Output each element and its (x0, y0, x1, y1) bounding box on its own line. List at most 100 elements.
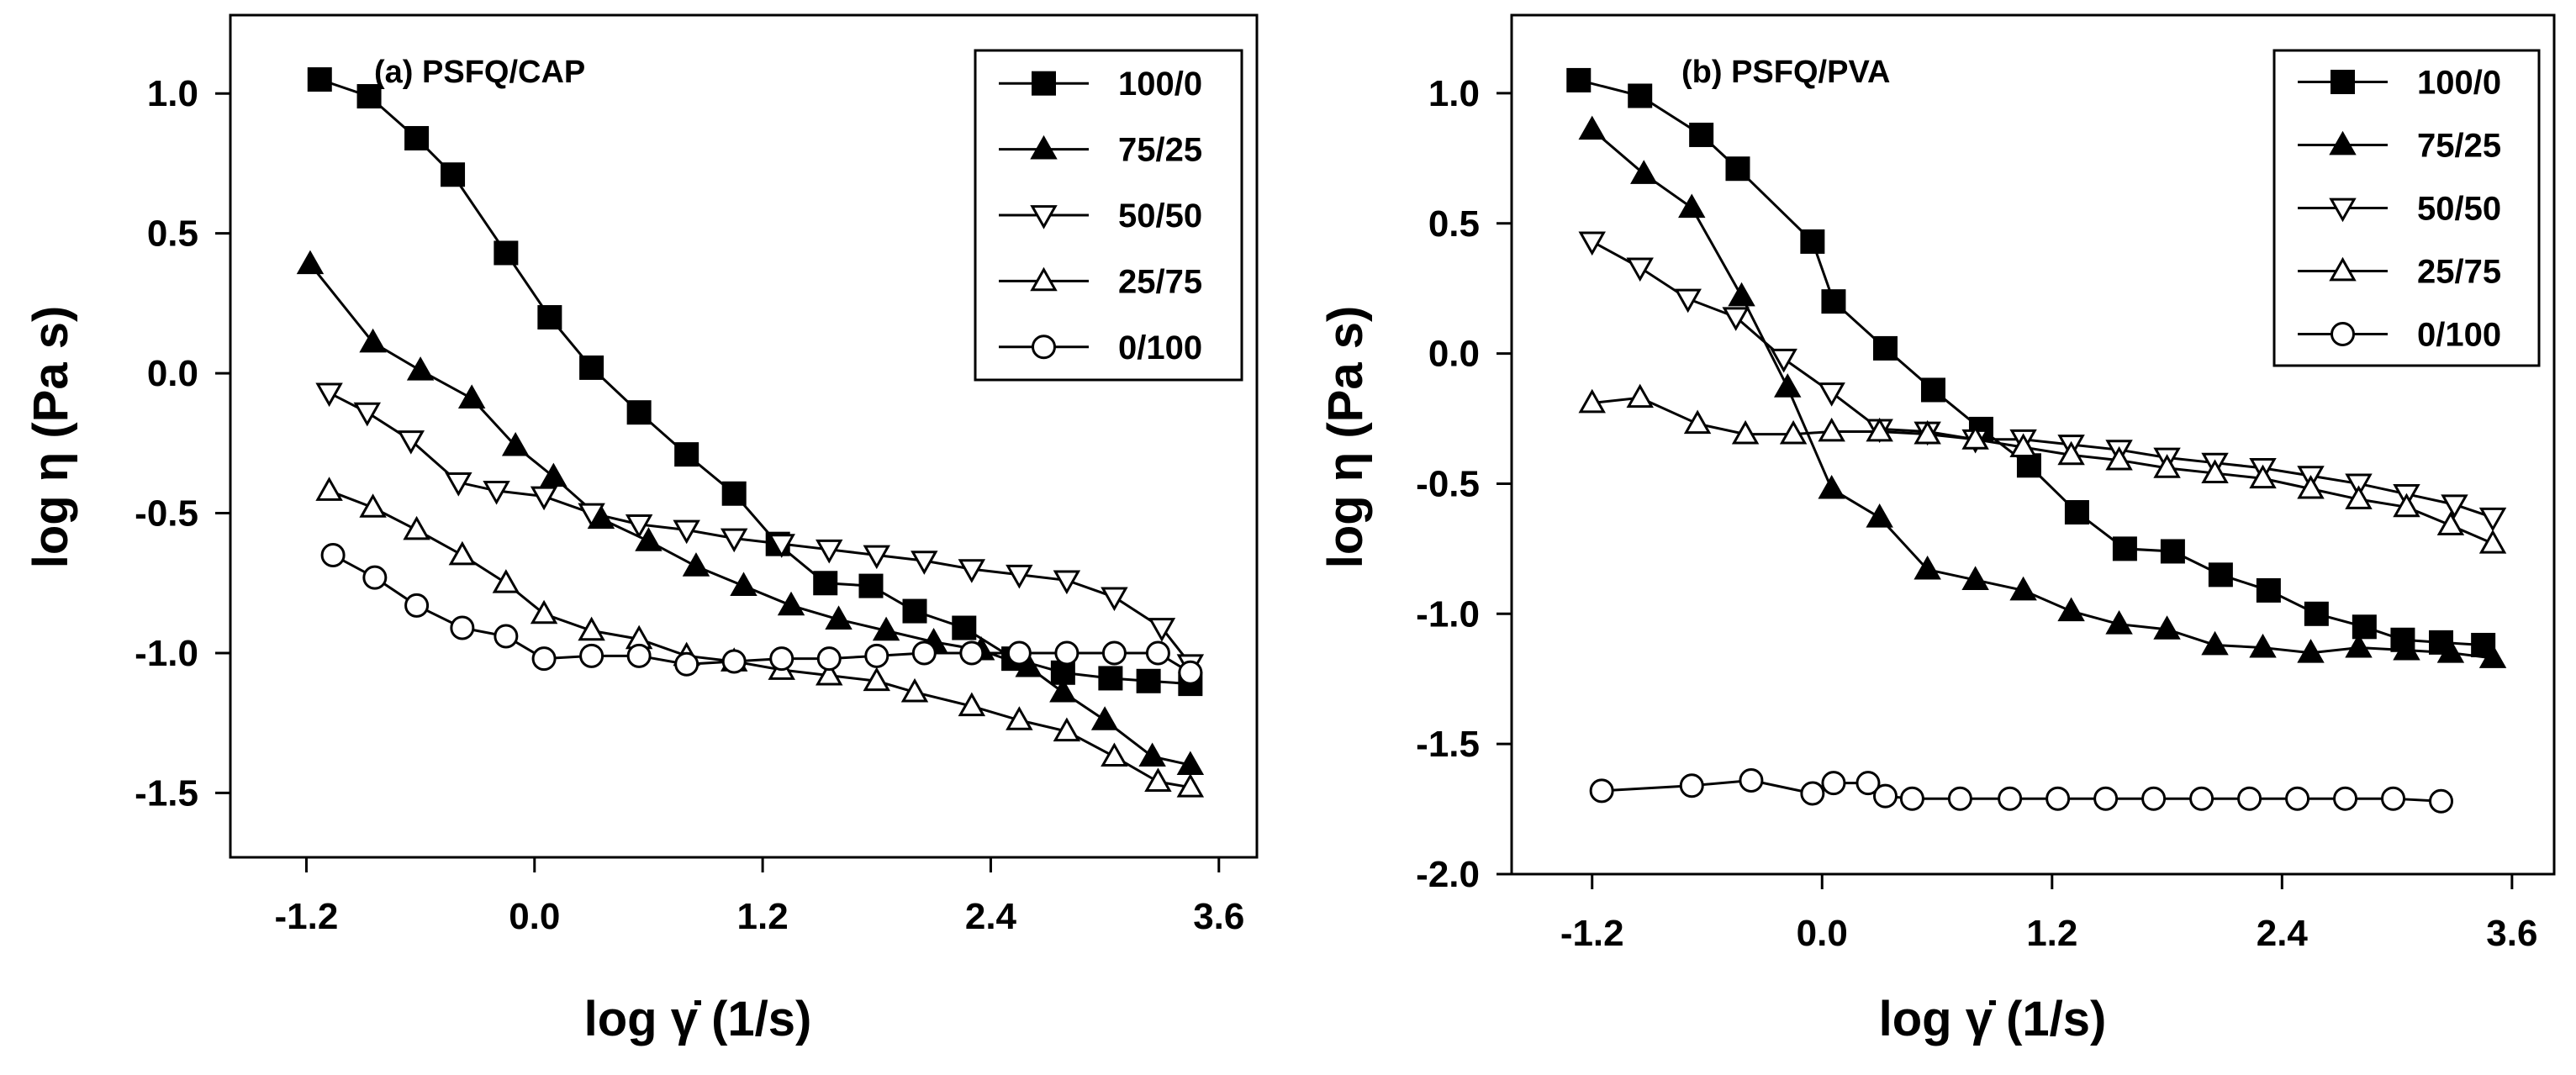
series-line-b-3 (1592, 396, 2494, 545)
data-point-a-2-4 (483, 481, 510, 505)
data-point-b-1-18 (2436, 639, 2465, 663)
data-point-a-1-10 (777, 591, 805, 616)
data-point-b-1-8 (1961, 566, 1989, 590)
data-point-a-4-11 (816, 646, 842, 672)
data-point-a-3-12 (863, 667, 891, 692)
data-point-a-2-10 (768, 534, 795, 558)
x-tick-label-a-1: 0.0 (509, 896, 560, 937)
data-point-a-3-16 (1053, 717, 1081, 742)
plot-frame-a (229, 13, 1259, 859)
data-point-b-3-17 (2393, 493, 2420, 518)
series-b-1 (1578, 115, 2507, 668)
data-point-a-1-17 (1090, 706, 1119, 730)
data-point-a-1-0 (296, 250, 325, 275)
data-point-b-4-2 (1739, 768, 1764, 793)
data-point-b-3-13 (2201, 459, 2229, 483)
x-tick-label-b-2: 1.2 (2026, 913, 2077, 954)
data-point-a-4-6 (579, 643, 604, 668)
data-point-b-2-2 (1674, 288, 1702, 314)
legend-label-a-0: 100/0 (1118, 66, 1202, 103)
legend-label-b-4: 0/100 (2417, 317, 2501, 354)
x-axis-label-b: log γ̇ (1/s) (1879, 992, 2107, 1046)
x-tick-label-b-4: 3.6 (2486, 913, 2537, 954)
data-point-a-1-4 (501, 431, 530, 456)
data-point-a-4-16 (1054, 640, 1079, 666)
data-point-b-4-11 (2093, 786, 2119, 811)
data-point-a-1-7 (635, 527, 662, 551)
y-tick-label-a-5: -1.5 (135, 772, 198, 814)
data-point-b-1-6 (1866, 503, 1893, 528)
legend-label-b-3: 25/75 (2417, 254, 2501, 291)
data-point-a-0-6 (579, 355, 604, 380)
data-point-b-4-18 (2429, 788, 2454, 814)
data-point-a-0-1 (356, 84, 382, 109)
data-point-a-4-2 (404, 593, 430, 618)
data-point-a-2-2 (397, 430, 425, 455)
data-point-b-3-3 (1731, 419, 1760, 445)
panel-a-psfq-cap: -1.2 0.0 1.2 2.4 3.6 1.0 0.5 0.0 -0.5 -1.0 -1.5 log… (24, 13, 1259, 1046)
data-point-a-3-1 (359, 493, 387, 518)
data-point-b-2-3 (1722, 307, 1750, 331)
data-point-a-2-1 (353, 402, 382, 427)
data-point-b-1-19 (2478, 644, 2507, 668)
data-point-b-1-10 (2057, 597, 2085, 622)
data-point-a-4-8 (674, 651, 699, 677)
data-point-b-1-11 (2105, 610, 2133, 635)
legend-label-b-0: 100/0 (2417, 65, 2501, 102)
y-tick-label-a-1: 0.5 (147, 213, 198, 255)
data-point-a-3-19 (1176, 773, 1205, 798)
data-point-a-0-14 (952, 615, 977, 640)
y-tick-label-b-2: 0.0 (1428, 334, 1480, 375)
y-tick-label-b-5: -1.5 (1416, 724, 1480, 765)
data-point-b-4-13 (2189, 786, 2214, 811)
data-point-a-3-2 (403, 515, 430, 540)
data-point-a-1-16 (1049, 677, 1077, 703)
data-point-a-0-13 (902, 598, 927, 624)
data-point-a-1-3 (457, 384, 486, 408)
legend-marker-a-2 (1030, 205, 1058, 229)
data-point-b-3-10 (2057, 440, 2085, 466)
data-point-b-4-7 (1899, 786, 1924, 811)
x-tick-label-a-0: -1.2 (275, 896, 339, 937)
data-point-a-3-18 (1144, 767, 1172, 793)
data-point-b-0-0 (1566, 67, 1592, 92)
series-a-0 (307, 67, 1203, 697)
data-point-a-0-9 (721, 481, 747, 506)
data-point-b-2-5 (1818, 382, 1845, 407)
data-point-a-2-13 (911, 551, 938, 575)
y-tick-label-a-4: -1.0 (135, 633, 198, 674)
y-tick-label-b-0: 1.0 (1428, 73, 1480, 114)
data-point-a-2-3 (445, 472, 472, 497)
data-point-a-4-5 (531, 646, 557, 672)
legend-marker-b-3 (2329, 256, 2357, 282)
x-tick-label-b-3: 2.4 (2257, 913, 2309, 954)
data-point-a-1-11 (825, 605, 853, 630)
y-tick-label-b-3: -0.5 (1416, 463, 1480, 504)
data-point-b-3-0 (1578, 388, 1606, 414)
legend-marker-a-1 (1030, 134, 1058, 160)
series-b-3 (1578, 383, 2507, 554)
data-point-b-4-12 (2141, 786, 2167, 811)
data-point-a-3-0 (315, 477, 343, 501)
data-point-a-0-7 (626, 400, 652, 425)
data-point-b-4-4 (1821, 771, 1846, 796)
data-point-b-0-6 (1872, 335, 1898, 361)
data-point-b-3-1 (1626, 383, 1654, 408)
data-point-b-1-2 (1678, 193, 1706, 219)
data-point-b-4-17 (2381, 786, 2406, 811)
data-point-a-0-4 (494, 240, 519, 266)
series-a-3 (315, 477, 1205, 798)
data-point-b-4-16 (2333, 786, 2358, 811)
data-point-b-0-5 (1821, 289, 1846, 314)
legend-marker-a-0 (1032, 71, 1056, 96)
data-point-a-1-9 (730, 572, 757, 596)
legend-label-b-2: 50/50 (2417, 191, 2501, 228)
data-point-a-2-7 (625, 514, 653, 539)
data-point-a-0-17 (1098, 666, 1123, 691)
series-b-4 (1589, 768, 2454, 814)
legend-marker-b-4 (2331, 322, 2355, 346)
data-point-b-0-9 (2016, 453, 2041, 478)
data-point-b-3-7 (1914, 419, 1941, 445)
legend-label-b-1: 75/25 (2417, 128, 2501, 165)
